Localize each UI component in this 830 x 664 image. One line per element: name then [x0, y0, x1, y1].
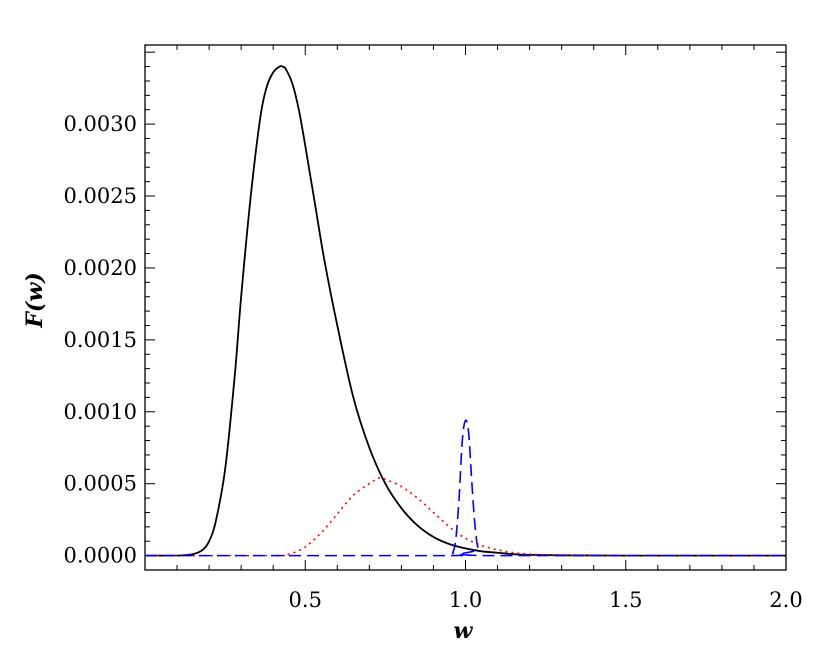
series-lines [144, 65, 786, 557]
y-tick-label: 0.0025 [64, 184, 137, 208]
plot-frame [144, 44, 787, 571]
tick-marks [145, 45, 786, 570]
y-tick-label: 0.0010 [64, 400, 137, 424]
y-tick-label: 0.0030 [64, 112, 137, 136]
y-tick-label: 0.0015 [64, 328, 137, 352]
y-tick-label: 0.0020 [64, 256, 137, 280]
series-line-1 [144, 65, 786, 557]
x-tick-label: 1.0 [449, 588, 482, 612]
series-line-2 [144, 476, 786, 557]
x-tick-labels: 0.5 1.0 1.5 2.0 [289, 588, 803, 612]
y-tick-labels: 0.0000 0.0005 0.0010 0.0015 0.0020 0.0025 0.00… [64, 112, 137, 568]
y-tick-label: 0.0005 [64, 472, 137, 496]
x-tick-label: 1.5 [609, 588, 642, 612]
x-tick-label: 2.0 [769, 588, 802, 612]
x-axis-label: w [454, 618, 474, 644]
y-tick-label: 0.0000 [64, 544, 137, 568]
series-line-3 [144, 419, 786, 557]
y-axis-label: F(w) [22, 272, 48, 328]
x-tick-label: 0.5 [289, 588, 322, 612]
